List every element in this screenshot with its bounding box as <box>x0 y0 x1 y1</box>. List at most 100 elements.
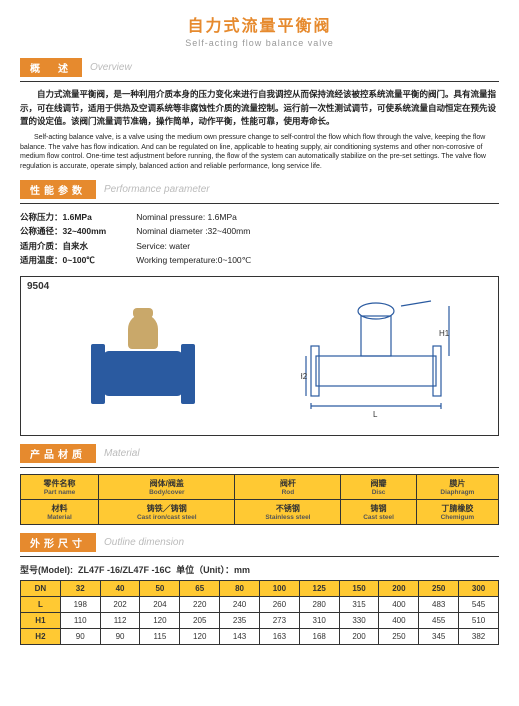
param-line: 适用温度：0~100℃ <box>20 253 106 267</box>
section-overview-tab: 概 述 <box>20 58 82 77</box>
param-line: 适用介质：自来水 <box>20 239 106 253</box>
table-header-cell: 零件名称Part name <box>21 474 99 499</box>
table-cell: 125 <box>299 580 339 596</box>
table-cell: 198 <box>60 596 100 612</box>
table-row: H1110112120205235273310330400455510 <box>21 612 499 628</box>
table-cell: 90 <box>60 628 100 644</box>
section-material-tab: 产品材质 <box>20 444 96 463</box>
table-cell: 120 <box>180 628 220 644</box>
table-cell: 168 <box>299 628 339 644</box>
figures-box: 9504 L H1 <box>20 276 499 436</box>
table-cell: 铸铁／铸钢Cast iron/cast steel <box>99 499 235 524</box>
divider <box>20 81 499 82</box>
table-cell: 丁腈橡胶Chemigum <box>416 499 498 524</box>
params-en: Nominal pressure: 1.6MPa Nominal diamete… <box>136 210 251 268</box>
valve-schematic-icon: L H1 H2 <box>301 291 451 421</box>
table-cell: 163 <box>259 628 299 644</box>
table-header-cell: 阀杆Rod <box>235 474 341 499</box>
valve-bonnet-icon <box>128 314 158 349</box>
table-cell: 143 <box>220 628 260 644</box>
table-cell: 40 <box>100 580 140 596</box>
table-cell: 280 <box>299 596 339 612</box>
valve-schematic-box: L H1 H2 <box>260 283 493 429</box>
table-cell: 112 <box>100 612 140 628</box>
valve-photo <box>83 296 203 416</box>
table-cell: 65 <box>180 580 220 596</box>
table-cell: 32 <box>60 580 100 596</box>
table-row-header: H1 <box>21 612 61 628</box>
table-header-cell: 阀体/阀盖Body/cover <box>99 474 235 499</box>
section-material-header: 产品材质 Material <box>20 444 499 463</box>
table-row: DN3240506580100125150200250300 <box>21 580 499 596</box>
section-params-tab: 性能参数 <box>20 180 96 199</box>
valve-photo-box <box>27 283 260 429</box>
table-cell: 483 <box>419 596 459 612</box>
table-cell: 250 <box>419 580 459 596</box>
table-row-header: L <box>21 596 61 612</box>
table-cell: 510 <box>459 612 499 628</box>
table-cell: 200 <box>379 580 419 596</box>
table-cell: 220 <box>180 596 220 612</box>
title-en: Self-acting flow balance valve <box>20 38 499 48</box>
param-line: Nominal diameter :32~400mm <box>136 224 251 238</box>
table-cell: 235 <box>220 612 260 628</box>
param-line: 公称压力：1.6MPa <box>20 210 106 224</box>
table-cell: 400 <box>379 612 419 628</box>
table-cell: 50 <box>140 580 180 596</box>
table-cell: 545 <box>459 596 499 612</box>
table-row: 零件名称Part name阀体/阀盖Body/cover阀杆Rod阀瓣Disc膜… <box>21 474 499 499</box>
overview-text-cn: 自力式流量平衡阀，是一种利用介质本身的压力变化来进行自我调控从而保持流经该被控系… <box>20 88 499 129</box>
section-params-en: Performance parameter <box>104 184 210 195</box>
table-row: H29090115120143163168200250345382 <box>21 628 499 644</box>
section-params-header: 性能参数 Performance parameter <box>20 180 499 199</box>
valve-flange-icon <box>181 344 195 404</box>
table-cell: 260 <box>259 596 299 612</box>
section-material-en: Material <box>104 448 140 459</box>
param-line: Working temperature:0~100℃ <box>136 253 251 267</box>
table-cell: 240 <box>220 596 260 612</box>
table-cell: 115 <box>140 628 180 644</box>
params-cn: 公称压力：1.6MPa 公称通径：32~400mm 适用介质：自来水 适用温度：… <box>20 210 106 268</box>
table-cell: 330 <box>339 612 379 628</box>
table-cell: 310 <box>299 612 339 628</box>
table-cell: 80 <box>220 580 260 596</box>
table-cell: 不锈钢Stainless steel <box>235 499 341 524</box>
table-row: 材料Material铸铁／铸钢Cast iron/cast steel不锈钢St… <box>21 499 499 524</box>
dim-h1-label: H1 <box>439 329 450 338</box>
table-cell: 110 <box>60 612 100 628</box>
divider <box>20 556 499 557</box>
table-cell: 120 <box>140 612 180 628</box>
table-cell: 铸钢Cast steel <box>341 499 416 524</box>
model-value: ZL47F -16/ZL47F -16C <box>78 565 171 575</box>
param-line: Nominal pressure: 1.6MPa <box>136 210 251 224</box>
table-cell: 205 <box>180 612 220 628</box>
model-line: 型号(Model): ZL47F -16/ZL47F -16C 单位（Unit）… <box>20 563 499 576</box>
params-block: 公称压力：1.6MPa 公称通径：32~400mm 适用介质：自来水 适用温度：… <box>20 210 499 268</box>
model-label: 型号(Model): <box>20 565 73 575</box>
table-row-header: DN <box>21 580 61 596</box>
table-cell: 90 <box>100 628 140 644</box>
table-cell: 200 <box>339 628 379 644</box>
table-cell: 204 <box>140 596 180 612</box>
table-cell: 273 <box>259 612 299 628</box>
divider <box>20 203 499 204</box>
param-line: 公称通径：32~400mm <box>20 224 106 238</box>
page: 自力式流量平衡阀 Self-acting flow balance valve … <box>0 0 519 706</box>
title-cn: 自力式流量平衡阀 <box>20 12 499 36</box>
param-line: Service: water <box>136 239 251 253</box>
section-dimension-tab: 外形尺寸 <box>20 533 96 552</box>
unit-label: 单位（Unit）：mm <box>176 565 250 575</box>
table-cell: 300 <box>459 580 499 596</box>
dimension-table: DN3240506580100125150200250300L198202204… <box>20 580 499 645</box>
table-cell: 345 <box>419 628 459 644</box>
table-cell: 400 <box>379 596 419 612</box>
section-dimension-header: 外形尺寸 Outline dimension <box>20 533 499 552</box>
table-cell: 455 <box>419 612 459 628</box>
table-cell: 202 <box>100 596 140 612</box>
overview-text-en: Self-acting balance valve, is a valve us… <box>20 133 499 172</box>
table-row-header: H2 <box>21 628 61 644</box>
valve-body-icon <box>103 351 183 396</box>
table-header-cell: 膜片Diaphragm <box>416 474 498 499</box>
table-cell: 250 <box>379 628 419 644</box>
divider <box>20 467 499 468</box>
